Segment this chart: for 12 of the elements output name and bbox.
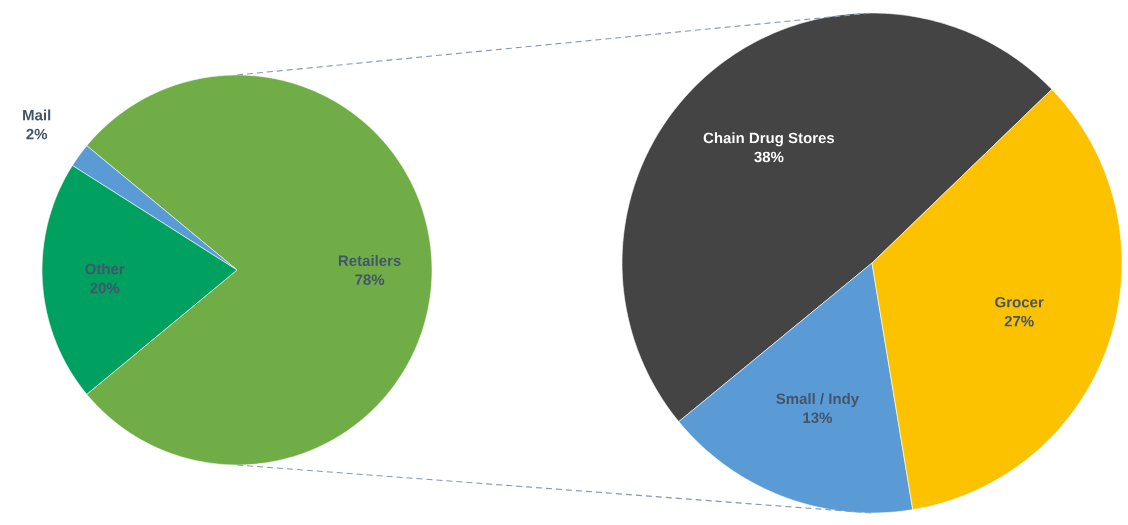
data-label: 78% <box>355 274 385 285</box>
slice-label: Mail <box>23 109 51 121</box>
slice-label: Retailers <box>338 254 401 266</box>
slice-label: Chain Drug Stores <box>703 132 835 147</box>
slice-label: Grocer <box>995 296 1044 308</box>
data-label: 20% <box>90 282 120 294</box>
data-label: 13% <box>803 412 833 424</box>
data-label: 38% <box>754 151 784 163</box>
data-label: 27% <box>1004 315 1034 327</box>
data-label: 2% <box>26 128 48 140</box>
slice-label: Other <box>85 263 125 275</box>
slice-label: Small / Indy <box>776 393 860 408</box>
